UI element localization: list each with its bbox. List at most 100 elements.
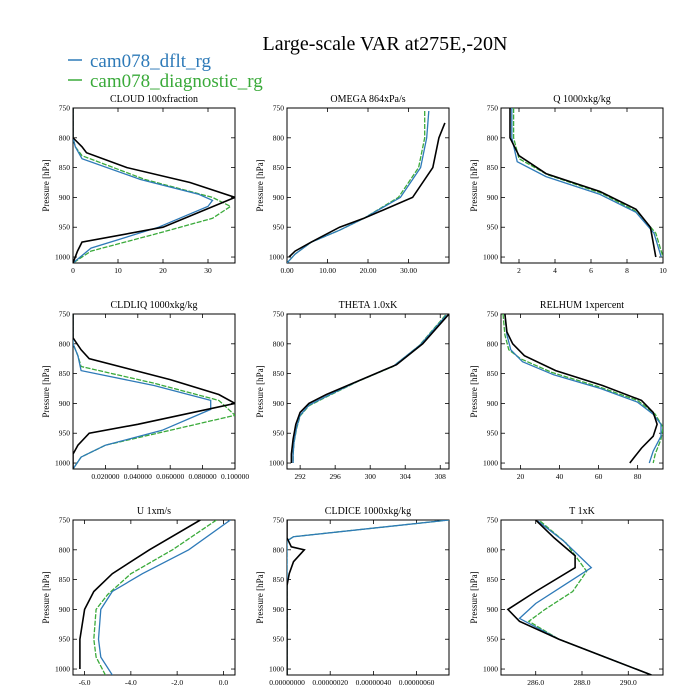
y-tick-label: 950 [59, 429, 71, 438]
y-axis-label: Pressure [hPa] [255, 571, 265, 623]
x-tick-label: 0.040000 [124, 472, 152, 481]
y-tick-label: 800 [487, 133, 499, 142]
x-tick-label: 290.0 [620, 678, 637, 687]
y-tick-label: 750 [59, 104, 71, 113]
series-line-diagnostic [93, 520, 217, 675]
series-line-diagnostic [287, 111, 426, 263]
x-tick-label: 0.080000 [189, 472, 217, 481]
y-tick-label: 1000 [269, 665, 284, 674]
y-axis-label: Pressure [hPa] [41, 365, 51, 417]
y-tick-label: 800 [59, 545, 71, 554]
x-tick-label: 80 [634, 472, 642, 481]
y-tick-label: 950 [273, 635, 285, 644]
panel-title: U 1xm/s [137, 506, 171, 517]
panel-4: CLDLIQ 1000xkg/kg 750 800 850 900 950 1000 0.02… [41, 300, 249, 481]
y-tick-label: 950 [487, 635, 499, 644]
x-tick-label: 4 [553, 266, 557, 275]
y-tick-label: 750 [273, 310, 285, 319]
plot-frame [72, 313, 236, 470]
y-tick-label: 750 [487, 104, 499, 113]
panel-3: Q 1000xkg/kg 750 800 850 900 950 1000 2 4 6 8 10 Pre… [469, 94, 667, 275]
series-line-control [79, 520, 201, 669]
y-tick-label: 900 [487, 605, 499, 614]
y-tick-label: 850 [273, 575, 285, 584]
series-line-control [73, 314, 235, 469]
panel-9: T 1xK 750 800 850 900 950 1000 286.0 288.0 290.0 P… [469, 506, 664, 687]
y-tick-label: 900 [487, 399, 499, 408]
series-line-dflt [287, 110, 430, 263]
x-tick-label: 0.00000060 [399, 678, 435, 687]
plot-frame [72, 519, 236, 676]
y-tick-label: 800 [487, 339, 499, 348]
y-tick-label: 750 [487, 516, 499, 525]
y-tick-label: 1000 [483, 665, 498, 674]
y-axis-label: Pressure [hPa] [255, 159, 265, 211]
x-tick-label: 286.0 [527, 678, 544, 687]
y-tick-label: 800 [487, 545, 499, 554]
plot-frame [500, 313, 664, 470]
y-tick-label: 850 [273, 369, 285, 378]
x-tick-label: 10 [659, 266, 667, 275]
series-line-control [504, 314, 658, 464]
y-tick-label: 750 [59, 516, 71, 525]
panel-title: CLDLIQ 1000xkg/kg [111, 300, 198, 311]
x-tick-label: 20 [517, 472, 525, 481]
y-axis-label: Pressure [hPa] [469, 571, 479, 623]
series-line-dflt [511, 108, 662, 258]
legend-label-diagnostic: cam078_diagnostic_rg [90, 71, 263, 92]
x-tick-label: 304 [400, 472, 412, 481]
series-line-control [287, 520, 306, 675]
plot-frame [286, 313, 450, 470]
y-tick-label: 900 [487, 193, 499, 202]
plot-frame [286, 519, 450, 676]
series-line-diagnostic [292, 314, 446, 463]
panel-7: U 1xm/s 750 800 850 900 950 1000 -6.0 -4.0 -2.0 0.… [41, 506, 236, 687]
y-tick-label: 950 [487, 223, 499, 232]
plot-frame [72, 107, 236, 264]
panel-title: CLDICE 1000xkg/kg [325, 506, 411, 517]
series-line-diagnostic [502, 314, 663, 464]
x-tick-label: 0 [71, 266, 75, 275]
series-line-control [506, 520, 652, 675]
x-tick-label: 30.00 [400, 266, 417, 275]
series-line-dflt [518, 520, 652, 675]
y-tick-label: 800 [273, 545, 285, 554]
y-tick-label: 1000 [483, 459, 498, 468]
y-tick-label: 1000 [55, 665, 70, 674]
series-line-dflt [292, 314, 447, 463]
y-tick-label: 850 [59, 163, 71, 172]
y-tick-label: 950 [487, 429, 499, 438]
y-axis-label: Pressure [hPa] [255, 365, 265, 417]
y-axis-label: Pressure [hPa] [41, 159, 51, 211]
x-tick-label: 2 [517, 266, 521, 275]
legend-label-dflt: cam078_dflt_rg [90, 51, 212, 72]
y-tick-label: 950 [273, 223, 285, 232]
y-tick-label: 900 [273, 399, 285, 408]
x-tick-label: 0.060000 [156, 472, 184, 481]
x-tick-label: 292 [295, 472, 307, 481]
y-axis-label: Pressure [hPa] [469, 159, 479, 211]
series-line-control [509, 108, 657, 258]
x-tick-label: 288.0 [574, 678, 591, 687]
y-tick-label: 1000 [55, 459, 70, 468]
series-line-dflt [73, 314, 212, 469]
y-tick-label: 750 [273, 516, 285, 525]
x-tick-label: 10.00 [319, 266, 336, 275]
panel-1: CLOUD 100xfraction 750 800 850 900 950 10000 10… [41, 94, 236, 275]
x-tick-label: 30 [204, 266, 212, 275]
y-tick-label: 800 [273, 339, 285, 348]
y-axis-label: Pressure [hPa] [469, 365, 479, 417]
y-tick-label: 800 [59, 133, 71, 142]
x-tick-label: 20.00 [360, 266, 377, 275]
y-axis-label: Pressure [hPa] [41, 571, 51, 623]
x-tick-label: 0.00000040 [356, 678, 392, 687]
x-tick-label: 20 [159, 266, 167, 275]
series-line-dflt [73, 108, 214, 263]
x-tick-label: -2.0 [171, 678, 183, 687]
panel-title: CLOUD 100xfraction [110, 94, 198, 105]
series-line-diagnostic [512, 108, 663, 258]
y-tick-label: 900 [59, 605, 71, 614]
series-line-dflt [287, 520, 449, 675]
plot-frame [500, 107, 664, 264]
x-tick-label: 0.020000 [91, 472, 119, 481]
